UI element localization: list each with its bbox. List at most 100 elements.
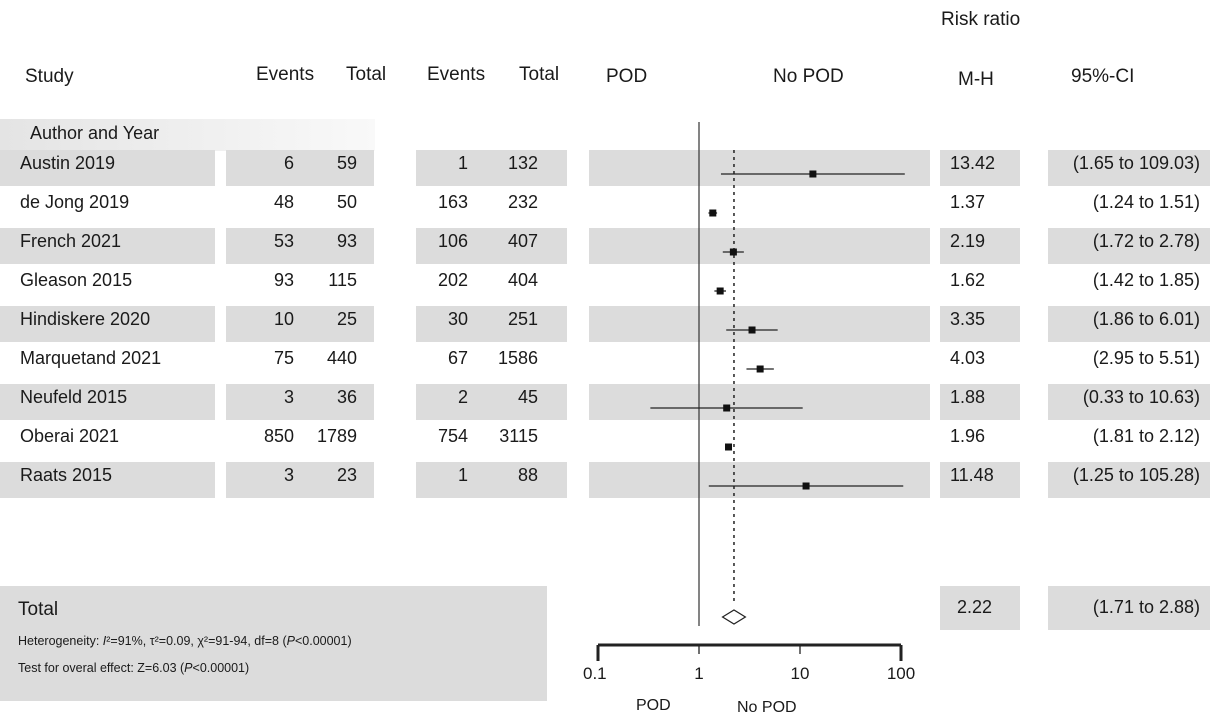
- events-pod: 3: [283, 387, 294, 407]
- total-rr-band: [940, 586, 1020, 630]
- total-pod: 93: [336, 231, 357, 251]
- ci-value: (1.25 to 105.28): [1072, 465, 1200, 485]
- total-pod: 59: [336, 153, 357, 173]
- rr-value: 13.42: [950, 153, 996, 173]
- row-band: [1048, 306, 1210, 342]
- total-nopod-header: Total: [519, 64, 560, 85]
- point-estimate: [756, 365, 764, 373]
- total-rr: 2.22: [957, 597, 993, 617]
- events-nopod: 202: [437, 270, 468, 290]
- total-nopod: 232: [507, 192, 538, 212]
- events-nopod: 163: [437, 192, 468, 212]
- point-estimate: [729, 248, 737, 256]
- study-name: Gleason 2015: [20, 270, 133, 290]
- row-band: [1048, 150, 1210, 186]
- point-estimate: [725, 443, 733, 451]
- rr-value: 2.19: [950, 231, 986, 251]
- total-nopod: 1586: [497, 348, 538, 368]
- total-nopod: 45: [517, 387, 538, 407]
- rr-value: 3.35: [950, 309, 986, 329]
- row-band: [1048, 228, 1210, 264]
- row-band: [0, 462, 215, 498]
- row-band: [226, 228, 374, 264]
- overall-effect-text: Test for overal effect: Z=6.03 (P<0.0000…: [18, 661, 250, 675]
- events-pod: 93: [273, 270, 294, 290]
- row-band: [1048, 462, 1210, 498]
- total-pod: 50: [336, 192, 357, 212]
- events-pod: 75: [273, 348, 294, 368]
- events-pod: 6: [283, 153, 294, 173]
- no-pod-header: No POD: [773, 66, 844, 87]
- row-band: [226, 150, 374, 186]
- row-band: [940, 228, 1020, 264]
- total-pod-header: Total: [346, 64, 387, 85]
- total-pod: 36: [336, 387, 357, 407]
- total-nopod: 404: [507, 270, 538, 290]
- point-estimate: [709, 209, 717, 217]
- rr-value: 1.62: [950, 270, 986, 290]
- ci-value: (2.95 to 5.51): [1092, 348, 1200, 368]
- study-name: Marquetand 2021: [20, 348, 162, 368]
- study-name: de Jong 2019: [20, 192, 130, 212]
- study-name: Hindiskere 2020: [20, 309, 151, 329]
- point-estimate: [809, 170, 817, 178]
- row-band: [226, 384, 374, 420]
- point-estimate: [716, 287, 724, 295]
- row-band: [0, 150, 215, 186]
- ci-header: 95%-CI: [1071, 66, 1135, 87]
- study-header: Study: [25, 66, 74, 87]
- study-name: French 2021: [20, 231, 122, 251]
- events-pod-header: Events: [256, 64, 315, 85]
- heterogeneity-text: Heterogeneity: I²=91%, τ²=0.09, χ²=91-94…: [18, 634, 352, 648]
- pooled-diamond: [721, 609, 747, 625]
- author-year-band: [0, 119, 375, 151]
- row-band: [940, 306, 1020, 342]
- row-band: [940, 462, 1020, 498]
- ci-value: (1.24 to 1.51): [1092, 192, 1200, 212]
- events-nopod: 1: [457, 153, 468, 173]
- rr-value: 1.96: [950, 426, 986, 446]
- row-band: [940, 384, 1020, 420]
- author-year-label: Author and Year: [30, 123, 160, 143]
- events-pod: 850: [263, 426, 294, 446]
- total-pod: 1789: [316, 426, 357, 446]
- pod-header: POD: [606, 66, 648, 87]
- row-band: [416, 384, 567, 420]
- axis-no-pod-label: No POD: [737, 699, 797, 716]
- x-tick-label: 100: [887, 664, 915, 683]
- events-nopod: 1: [457, 465, 468, 485]
- x-tick-label: 1: [694, 664, 703, 683]
- total-nopod: 407: [507, 231, 538, 251]
- axis-pod-label: POD: [636, 697, 671, 714]
- row-band: [589, 384, 930, 420]
- row-band: [416, 228, 567, 264]
- events-nopod: 67: [447, 348, 468, 368]
- total-pod: 440: [326, 348, 357, 368]
- ci-value: (1.86 to 6.01): [1092, 309, 1200, 329]
- ci-value: (1.81 to 2.12): [1092, 426, 1200, 446]
- ci-value: (1.72 to 2.78): [1092, 231, 1200, 251]
- row-band: [416, 462, 567, 498]
- events-pod: 48: [273, 192, 294, 212]
- row-band: [589, 462, 930, 498]
- rr-value: 11.48: [950, 465, 994, 485]
- study-name: Austin 2019: [20, 153, 116, 173]
- study-name: Neufeld 2015: [20, 387, 128, 407]
- ci-value: (0.33 to 10.63): [1082, 387, 1200, 407]
- total-nopod: 132: [507, 153, 538, 173]
- ci-value: (1.65 to 109.03): [1072, 153, 1200, 173]
- rr-value: 1.37: [950, 192, 986, 212]
- row-band: [589, 306, 930, 342]
- total-ci: (1.71 to 2.88): [1092, 597, 1200, 617]
- events-nopod: 754: [437, 426, 468, 446]
- total-nopod: 88: [517, 465, 538, 485]
- total-label: Total: [18, 599, 59, 620]
- row-band: [226, 306, 374, 342]
- point-estimate: [802, 482, 810, 490]
- row-band: [589, 150, 930, 186]
- row-band: [589, 228, 930, 264]
- total-nopod: 3115: [499, 426, 538, 446]
- events-pod: 10: [273, 309, 294, 329]
- total-band: [0, 586, 547, 701]
